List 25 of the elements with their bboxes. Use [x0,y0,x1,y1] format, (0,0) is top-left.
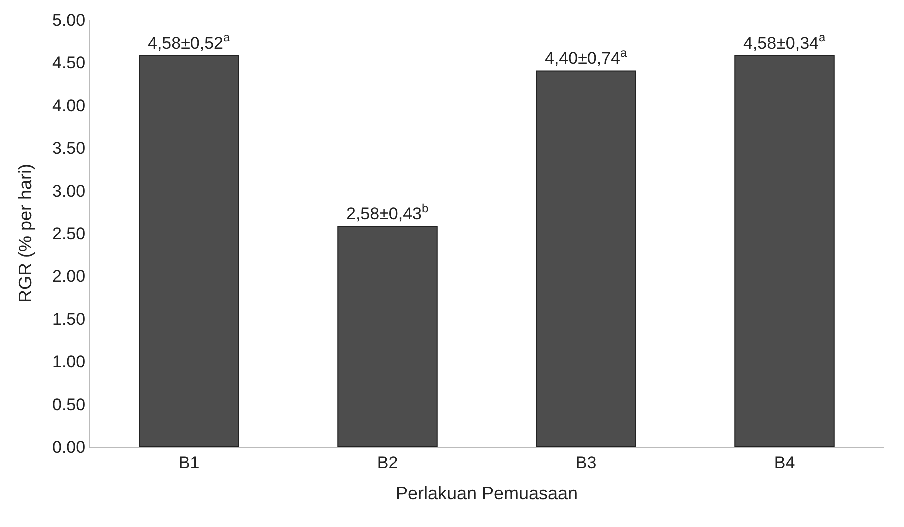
bar [338,226,438,447]
x-tick-label: B1 [178,453,200,472]
y-tick-label: 1.50 [52,310,86,329]
x-tick-label: B3 [576,453,597,472]
y-tick-label: 2.00 [52,267,86,286]
y-tick-label: 4.50 [52,54,86,73]
data-label: 4,58±0,52$^{a}$ [148,30,231,53]
y-tick-label: 5.00 [52,10,86,30]
x-tick-label: B2 [377,453,398,472]
y-axis-title: RGR (% per hari) [16,164,36,304]
y-tick-label: 0.00 [52,438,86,457]
y-tick-label: 1.00 [52,352,86,372]
bar [536,70,636,447]
y-tick-label: 3.00 [52,182,86,201]
y-tick-label: 3.50 [52,139,86,158]
x-axis-title: Perlakuan Pemuasaan [396,484,578,504]
bar [734,55,835,447]
y-tick-label: 0.50 [52,395,86,414]
bar [139,55,240,447]
data-label: 4,40±0,74$^{a}$ [544,46,628,68]
x-tick-label: B4 [774,453,796,472]
y-tick-label: 2.50 [52,224,86,244]
data-label: 2,58±0,43$^{b}$ [346,202,430,224]
y-tick-label: 4.00 [52,96,86,116]
data-label: 4,58±0,34$^{a}$ [743,30,826,53]
